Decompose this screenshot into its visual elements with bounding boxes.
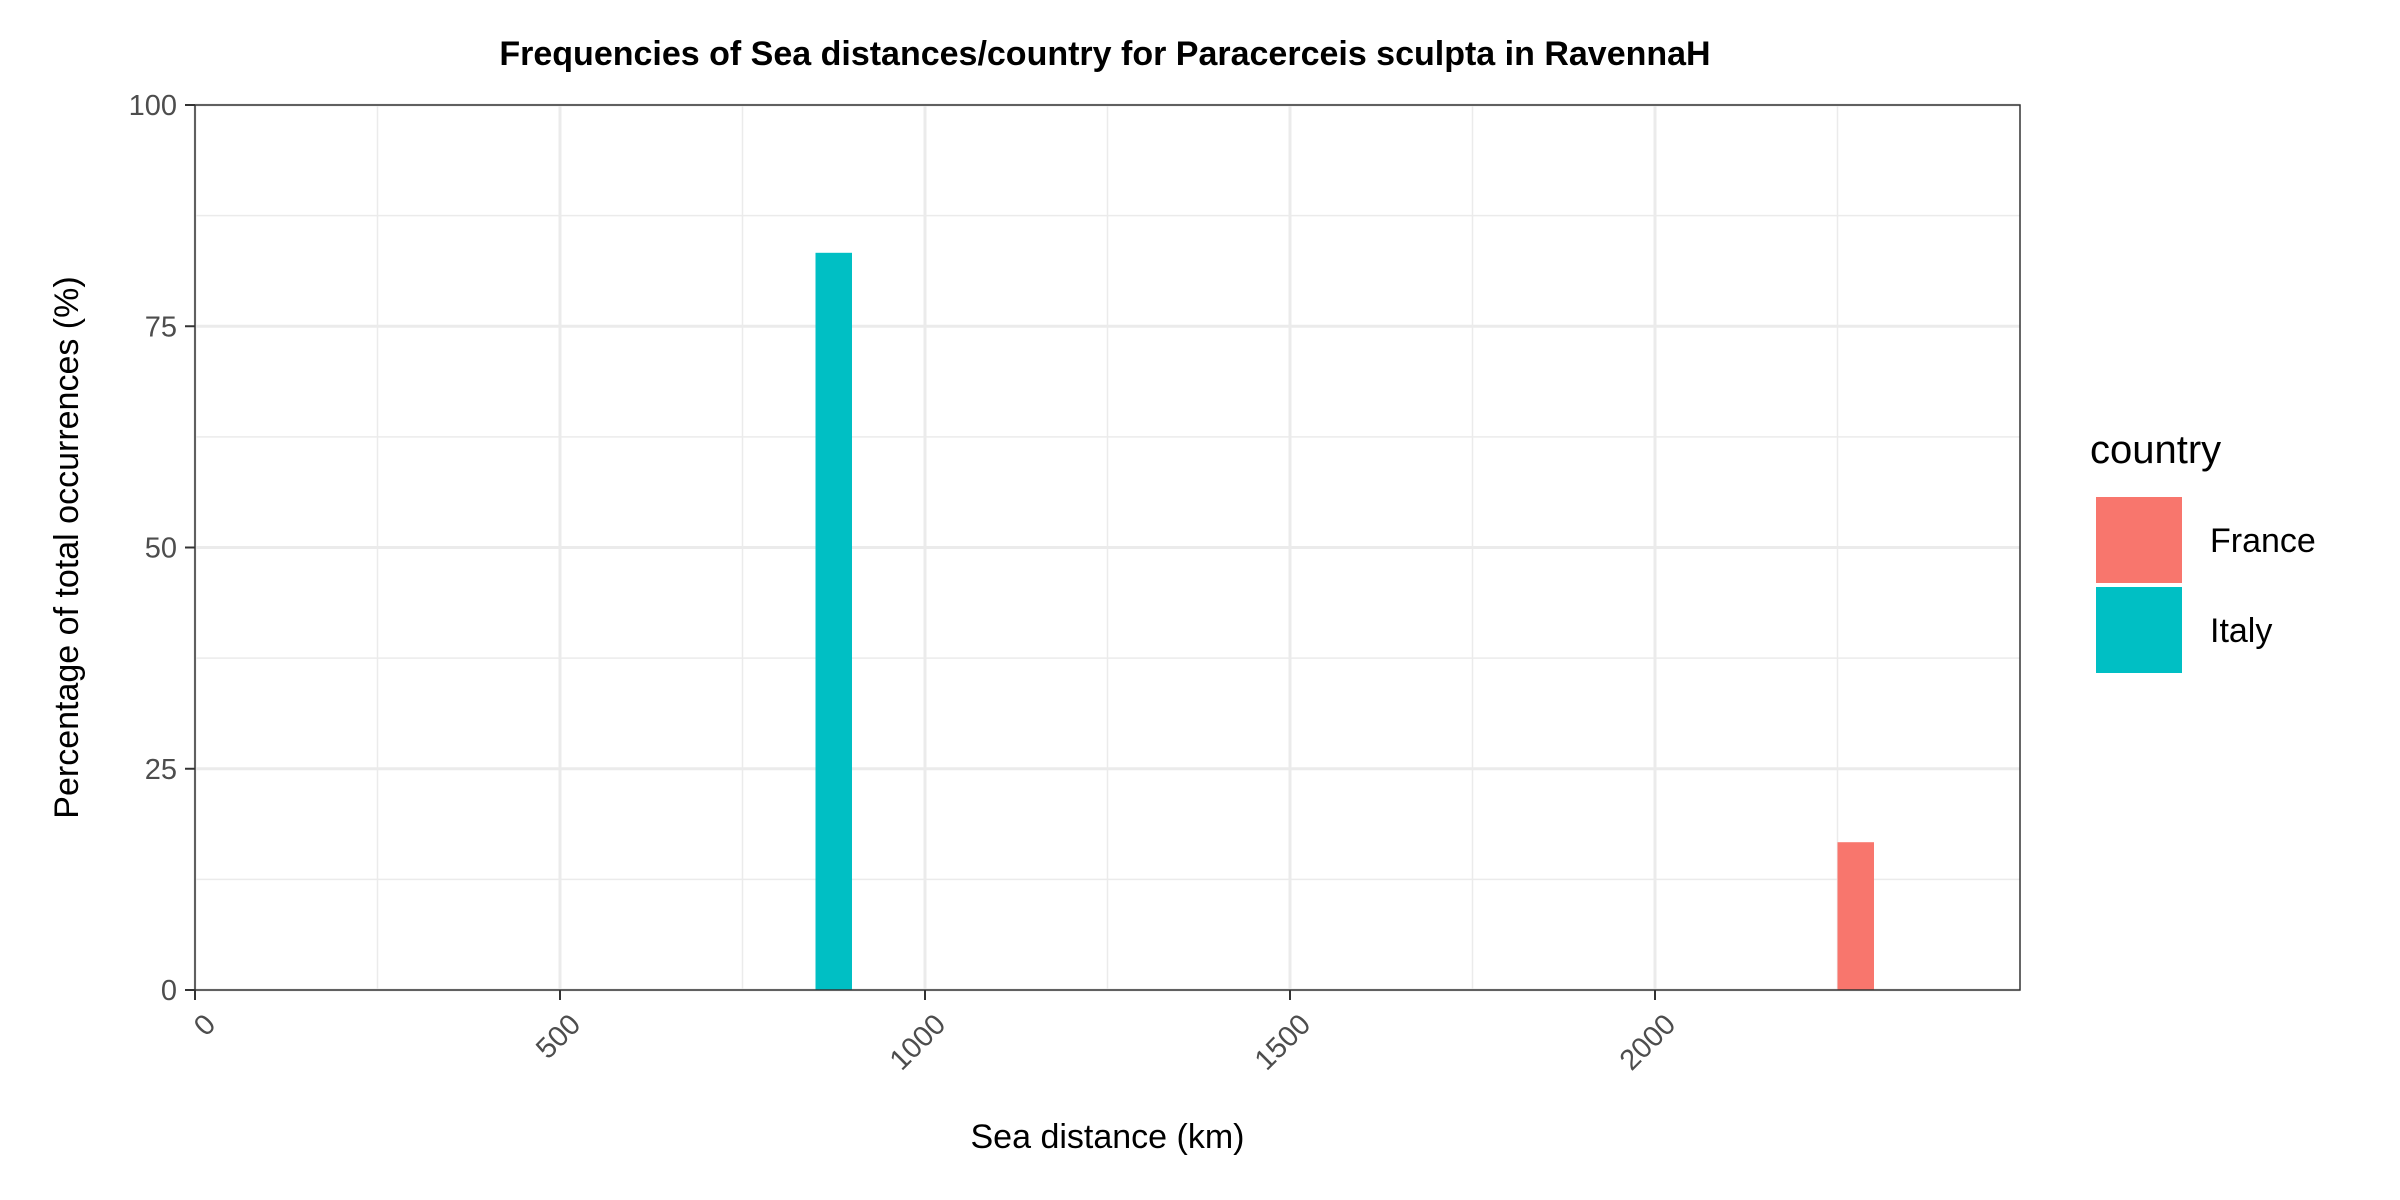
grid-lines <box>193 103 2020 992</box>
legend-key-italy <box>2096 587 2182 673</box>
bar-italy <box>815 252 852 991</box>
x-tick-label: 1500 <box>1249 1008 1317 1076</box>
y-tick-label: 75 <box>145 311 177 343</box>
chart-title: Frequencies of Sea distances/country for… <box>499 35 1710 73</box>
x-axis-title: Sea distance (km) <box>971 1118 1245 1156</box>
bar-france <box>1837 842 1874 990</box>
x-tick-label: 500 <box>530 1008 587 1065</box>
x-tick-label: 2000 <box>1614 1008 1682 1076</box>
legend-key-france <box>2096 497 2182 583</box>
y-tick-label: 50 <box>145 533 177 565</box>
legend-label-france: France <box>2210 522 2316 560</box>
y-axis-title: Percentage of total occurrences (%) <box>48 276 86 818</box>
legend-label-italy: Italy <box>2210 612 2272 650</box>
y-tick-label: 100 <box>129 90 177 122</box>
x-tick-label: 1000 <box>884 1008 952 1076</box>
y-tick-label: 25 <box>145 754 177 786</box>
legend-title: country <box>2090 428 2221 472</box>
legend: country France Italy <box>2090 428 2316 673</box>
bars <box>815 252 1874 991</box>
y-tick-label: 0 <box>161 975 177 1007</box>
x-tick-label: 0 <box>188 1008 222 1042</box>
